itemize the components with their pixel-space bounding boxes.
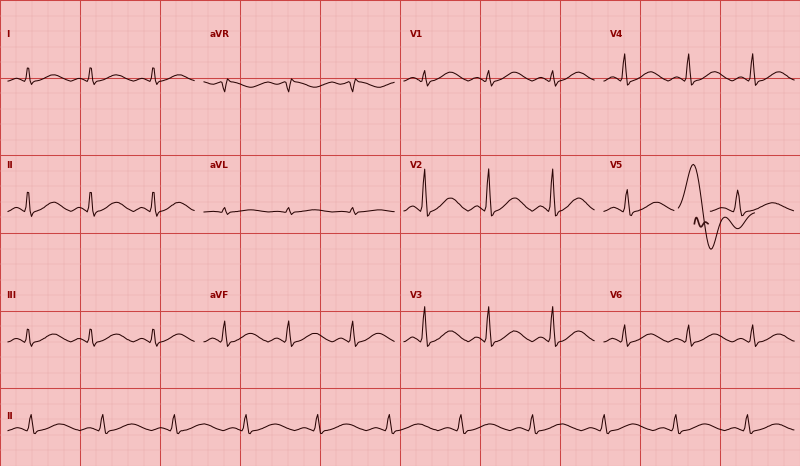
Text: aVL: aVL xyxy=(210,161,229,170)
Text: III: III xyxy=(6,291,17,300)
Text: V5: V5 xyxy=(610,161,623,170)
Text: V4: V4 xyxy=(610,30,623,39)
Text: V2: V2 xyxy=(410,161,423,170)
Text: II: II xyxy=(6,412,13,421)
Text: V3: V3 xyxy=(410,291,423,300)
Text: aVF: aVF xyxy=(210,291,229,300)
Text: V1: V1 xyxy=(410,30,423,39)
Text: aVR: aVR xyxy=(210,30,230,39)
Text: I: I xyxy=(6,30,10,39)
Text: V6: V6 xyxy=(610,291,623,300)
Text: II: II xyxy=(6,161,13,170)
